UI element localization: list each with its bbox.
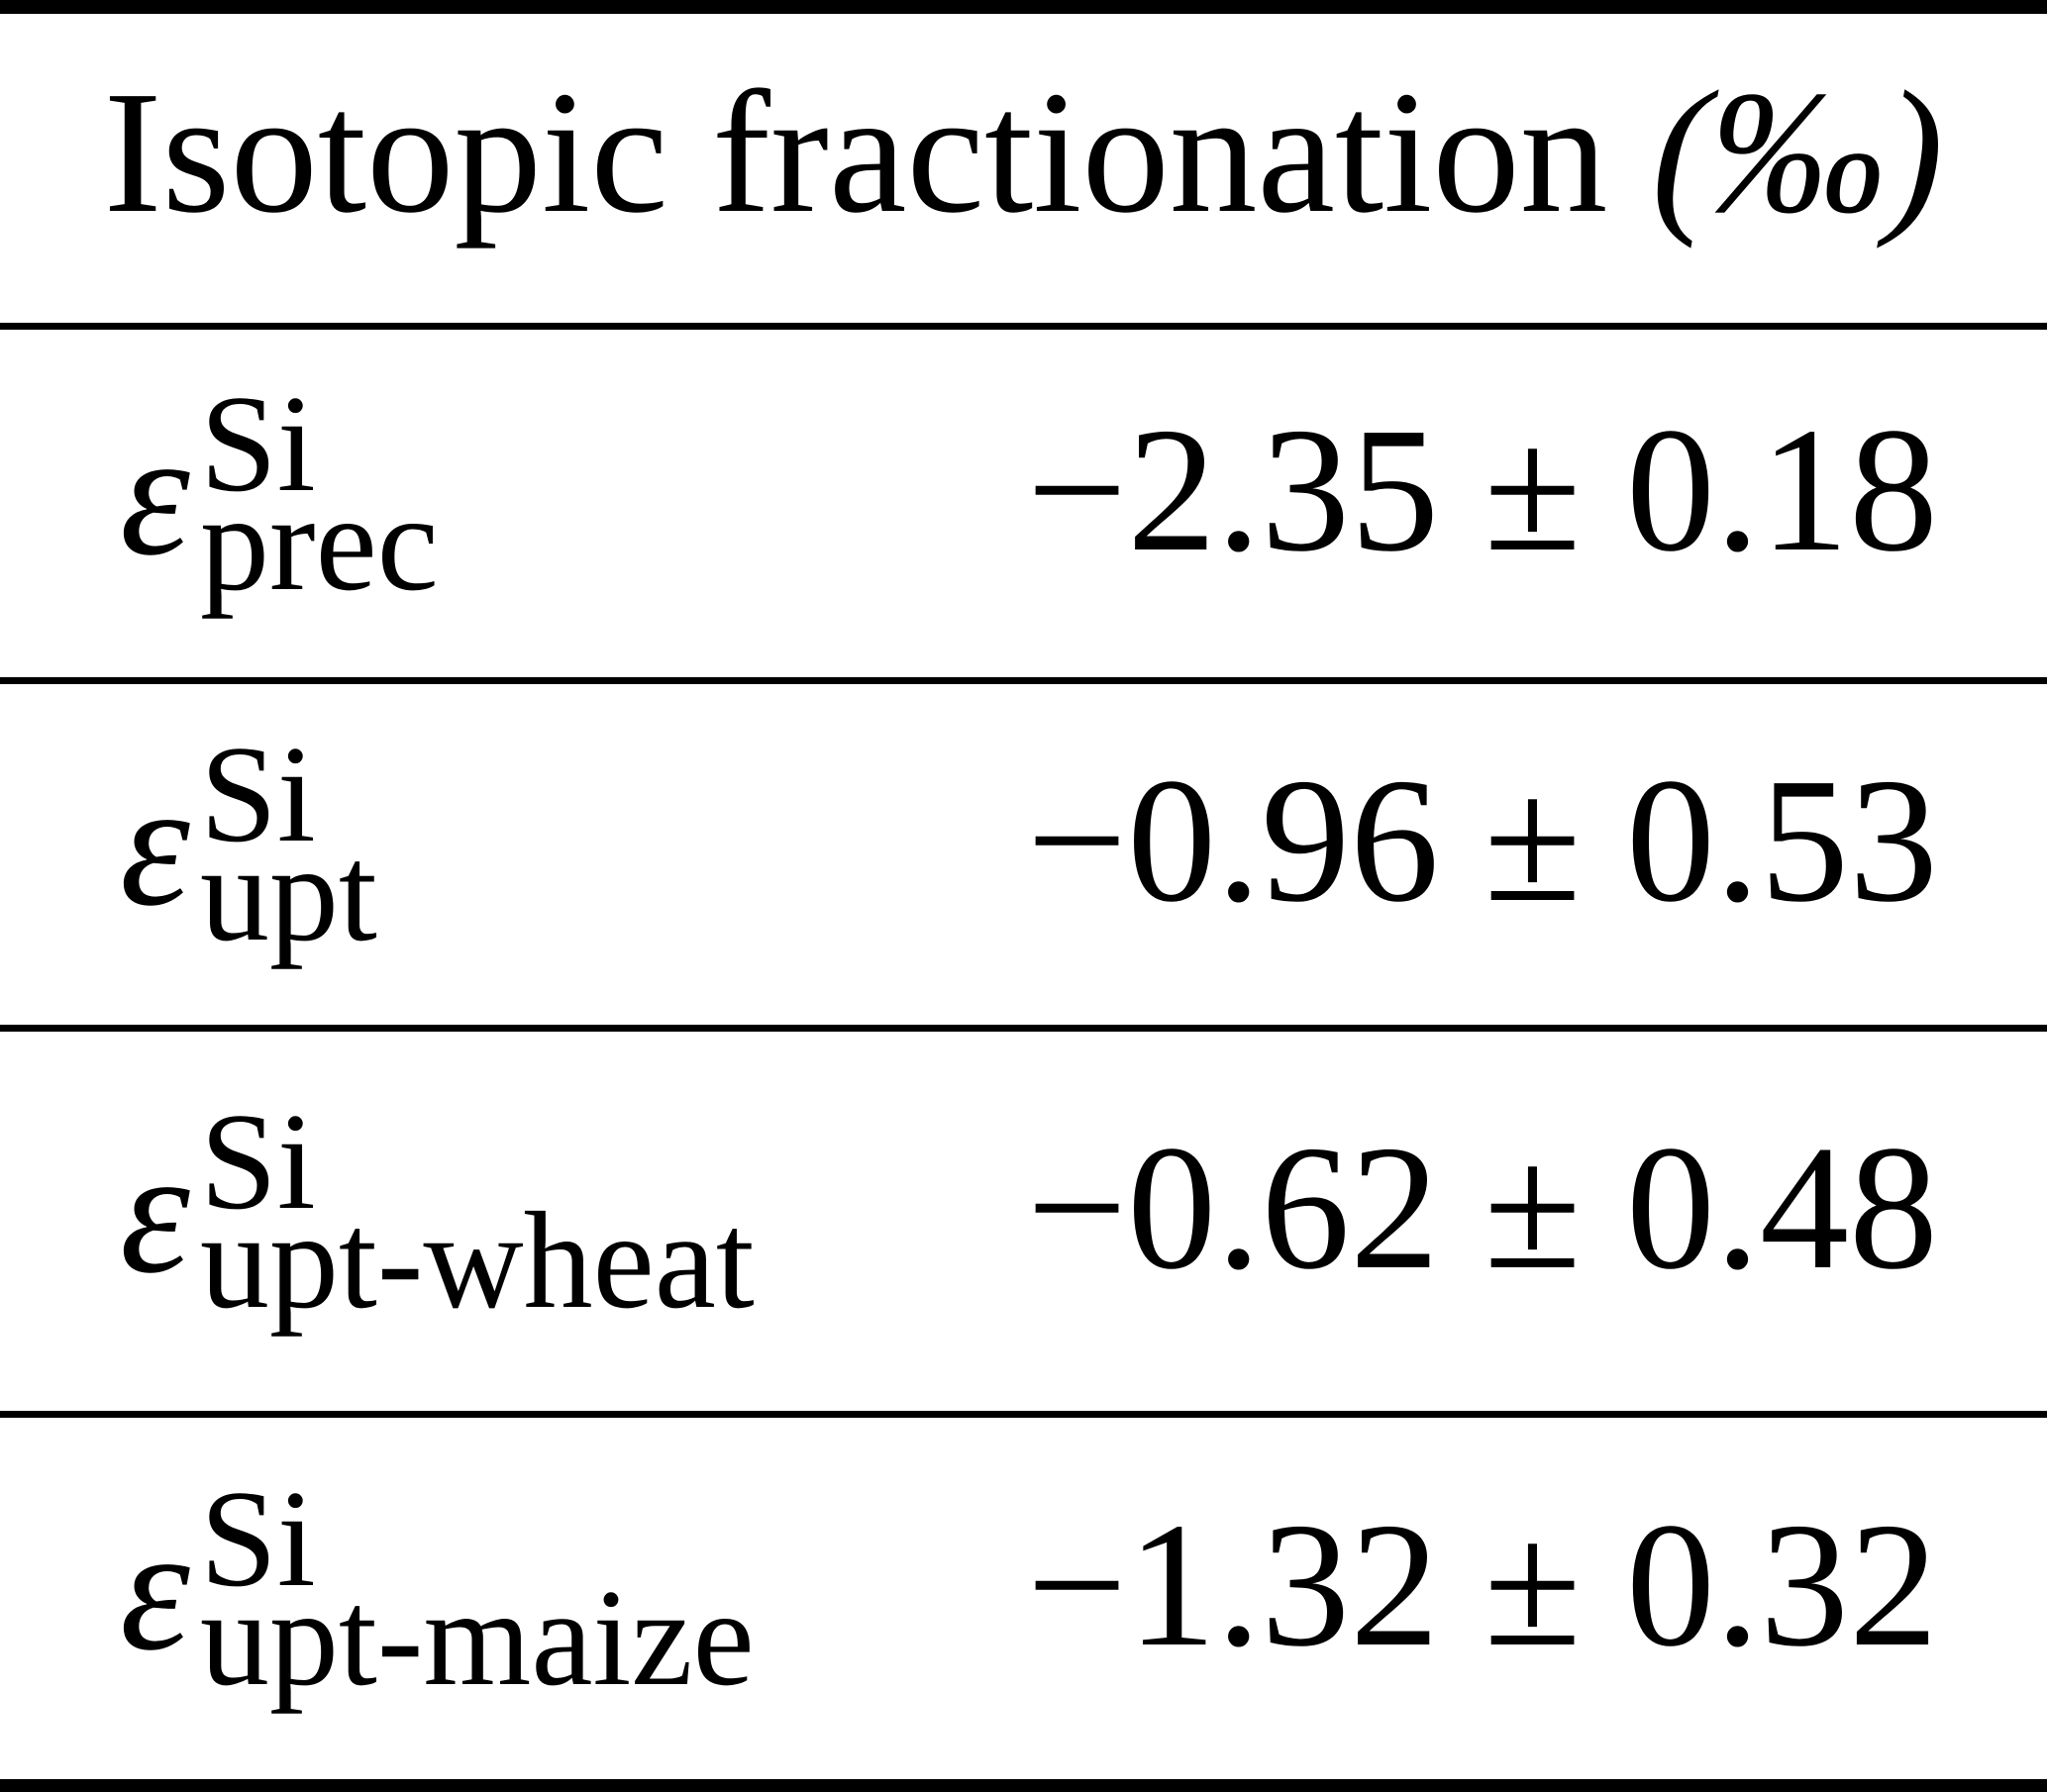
script-stack: Si upt-maize <box>199 1461 755 1715</box>
table-row-eps-prec: ε Si prec −2.35 ± 0.18 <box>0 330 2047 677</box>
row-value-upt-maize: −1.32 ± 0.32 <box>1026 1485 1938 1683</box>
table-top-border <box>0 0 2047 14</box>
subscript-upt: upt <box>199 817 377 970</box>
superscript-si: Si <box>199 1461 316 1616</box>
table-row-eps-upt-wheat: ε Si upt-wheat −0.62 ± 0.48 <box>0 1032 2047 1411</box>
row-value-upt-wheat: −0.62 ± 0.48 <box>1026 1108 1938 1306</box>
row-value-upt: −0.96 ± 0.53 <box>1026 742 1938 939</box>
script-stack: Si upt <box>200 726 377 963</box>
table-bottom-border <box>0 1779 2047 1792</box>
epsilon-symbol: ε <box>120 1489 190 1687</box>
table-header-row: Isotopic fractionation (‰) <box>0 14 2047 323</box>
superscript-si: Si <box>199 366 316 521</box>
superscript-si: Si <box>199 1084 316 1239</box>
epsilon-symbol: ε <box>120 394 190 592</box>
script-stack: Si upt-wheat <box>199 1084 755 1338</box>
subscript-upt-maize: upt-maize <box>199 1560 755 1715</box>
table-row-eps-upt: ε Si upt −0.96 ± 0.53 <box>0 684 2047 1025</box>
table-row-eps-upt-maize: ε Si upt-maize −1.32 ± 0.32 <box>0 1418 2047 1779</box>
row-divider-rule-1 <box>0 677 2047 684</box>
header-divider-rule <box>0 323 2047 330</box>
row-label-eps-upt-wheat: ε Si upt-wheat <box>120 1084 755 1338</box>
superscript-si: Si <box>199 718 316 871</box>
row-label-eps-prec: ε Si prec <box>120 366 439 620</box>
row-divider-rule-3 <box>0 1411 2047 1418</box>
table-header: Isotopic fractionation (‰) <box>104 51 1944 253</box>
row-label-eps-upt-maize: ε Si upt-maize <box>120 1461 755 1715</box>
script-stack: Si prec <box>199 366 439 620</box>
subscript-upt-wheat: upt-wheat <box>199 1183 755 1338</box>
header-unit-permille: (‰) <box>1651 55 1944 249</box>
row-divider-rule-2 <box>0 1025 2047 1032</box>
epsilon-symbol: ε <box>120 746 190 943</box>
epsilon-symbol: ε <box>120 1112 190 1310</box>
subscript-prec: prec <box>199 465 439 620</box>
header-title: Isotopic fractionation <box>103 55 1608 249</box>
row-label-eps-upt: ε Si upt <box>120 726 377 963</box>
row-value-prec: −2.35 ± 0.18 <box>1026 390 1938 588</box>
